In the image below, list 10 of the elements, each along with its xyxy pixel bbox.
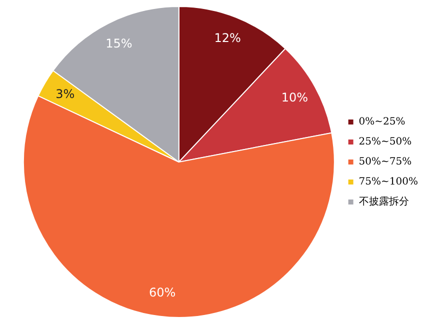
legend-label: 不披露拆分 [358,196,409,208]
data-label: 15% [106,36,132,50]
data-label: 10% [281,90,308,104]
legend-label: 25%~50% [358,136,412,148]
legend-label: 50%~75% [358,156,412,168]
data-label: 3% [56,86,75,101]
data-label: 12% [214,31,241,46]
legend-label: 0%~25% [358,116,406,128]
legend-label: 75%~100% [358,176,418,188]
data-label: 60% [149,285,176,300]
